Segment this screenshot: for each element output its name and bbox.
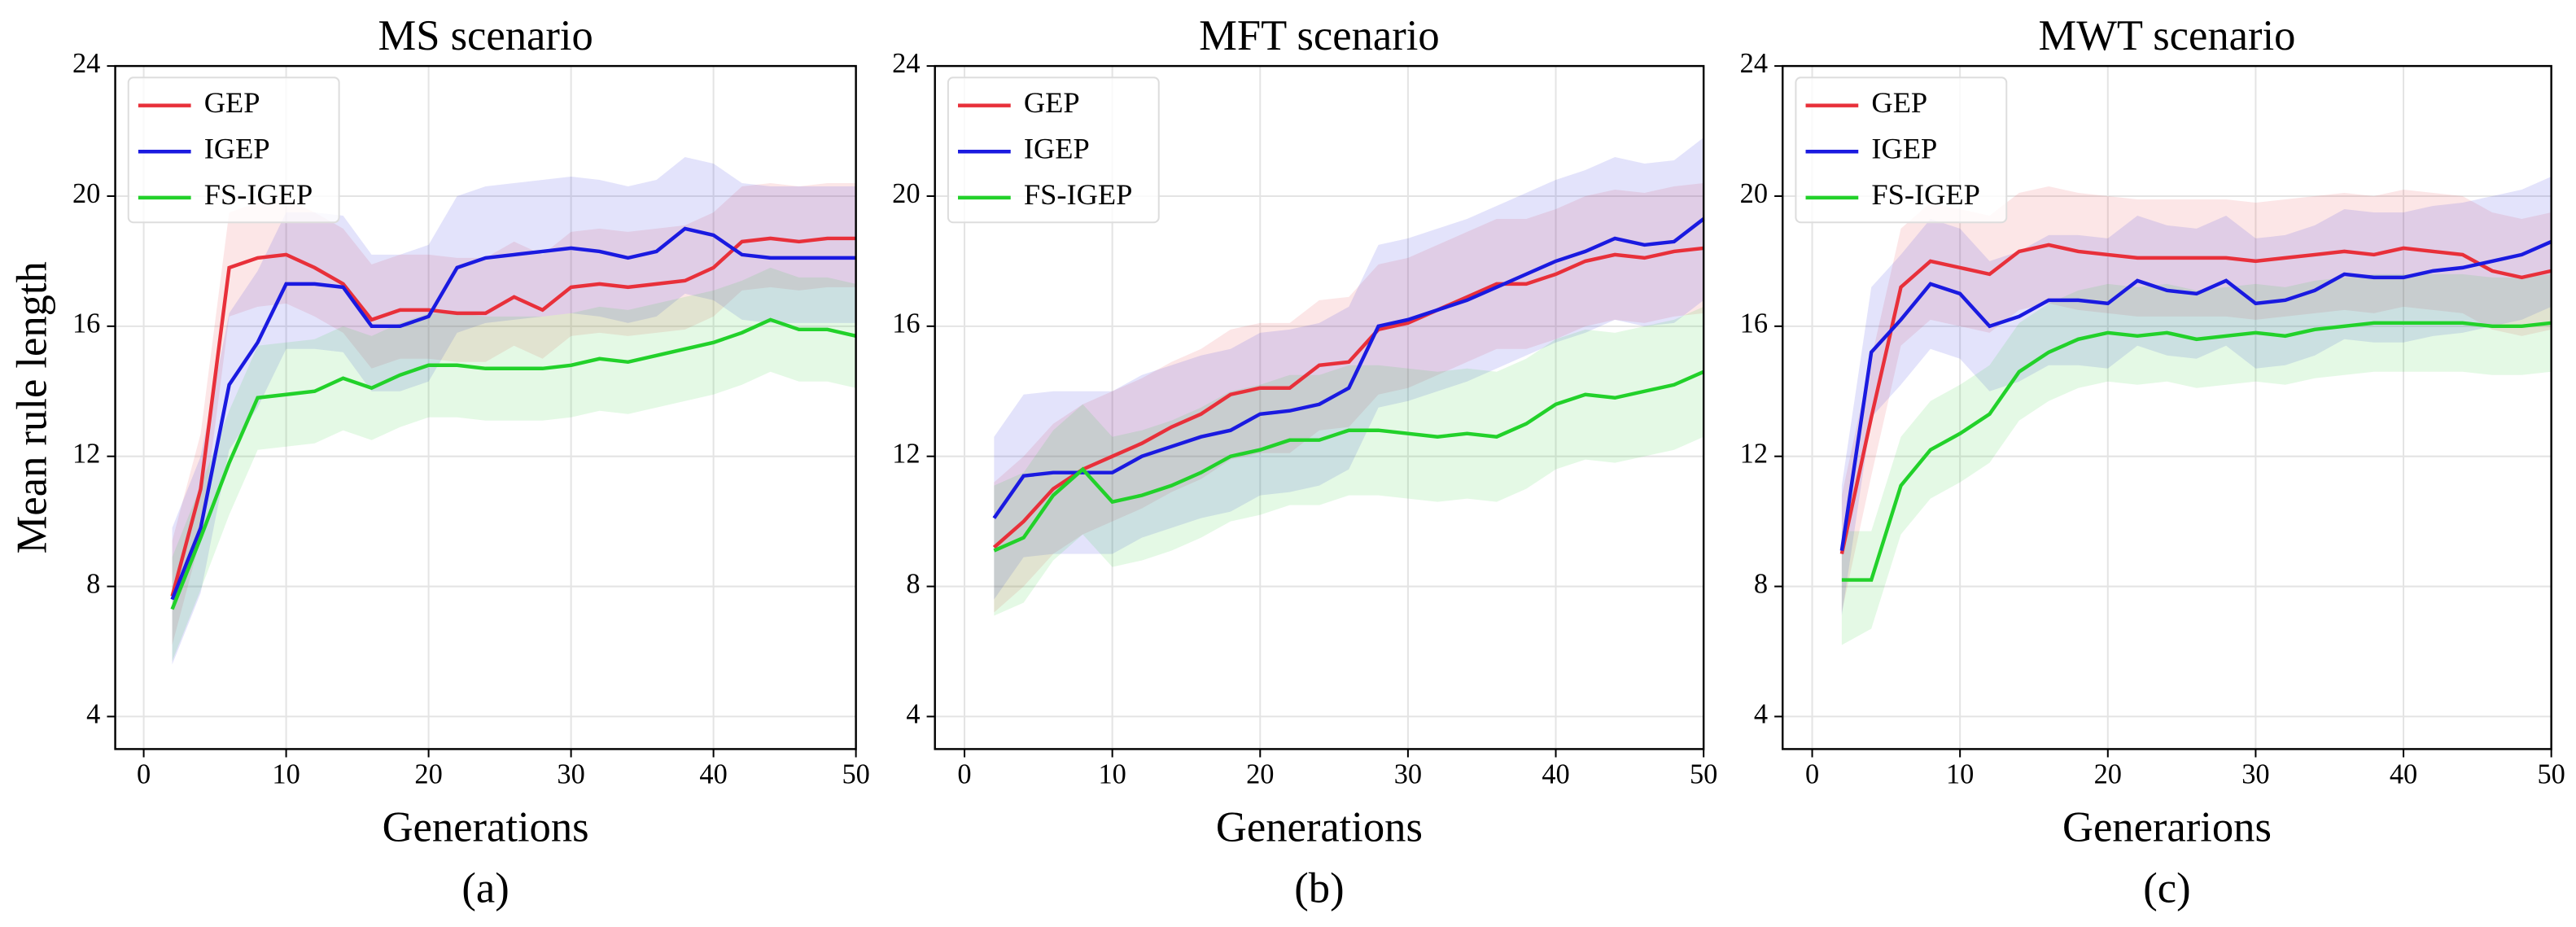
x-tick-label: 20 [414,759,442,790]
legend-label: IGEP [1024,133,1090,165]
band [172,182,856,645]
chart-title: MS scenario [378,12,593,59]
y-tick-label: 8 [1754,568,1768,599]
band [1841,273,2552,645]
subtitle: (a) [461,864,509,912]
y-tick-label: 24 [892,48,920,79]
plot-frame [934,64,1705,750]
y-tick-label: 4 [1754,698,1768,729]
subtitle: (c) [2143,864,2190,912]
y-axis-label: Mean rule length [9,261,56,553]
y-tick-label: 12 [72,439,100,470]
x-tick-label: 40 [1542,759,1569,790]
series-line [1841,321,2552,582]
x-tick-label: 0 [957,759,971,790]
legend-label: IGEP [1871,133,1937,165]
x-axis-label: Generations [1216,804,1423,851]
legend-label: FS-IGEP [1871,178,1979,211]
x-tick-label: 10 [1946,759,1974,790]
x-tick-label: 0 [1805,759,1819,790]
band [1841,186,2552,613]
legend-label: FS-IGEP [204,178,313,211]
x-tick-label: 40 [699,759,727,790]
x-axis-label: Generarions [2062,804,2272,851]
y-tick-label: 20 [1740,178,1768,209]
plot-frame [1782,64,2552,750]
x-tick-label: 20 [1246,759,1274,790]
x-tick-label: 50 [842,759,869,790]
legend-label: GEP [204,86,260,119]
series-line [170,317,857,610]
legend-box [127,77,340,224]
y-tick-label: 20 [892,178,920,209]
panel: 4 8 12 16 20 24 0 10 20 30 40 50 GEP IGEP FS-IGEP MFT s… [892,12,1717,912]
panel: 4 8 12 16 20 24 0 10 20 30 40 50 GEP IGEP FS-IGEP MWT s… [1740,12,2565,912]
series-line [993,369,1705,553]
y-tick-label: 20 [72,178,100,209]
legend-label: FS-IGEP [1024,178,1132,211]
subtitle: (b) [1294,864,1344,912]
y-tick-label: 8 [906,568,920,599]
legend-label: GEP [1024,86,1080,119]
x-tick-label: 50 [2537,759,2565,790]
legend-label: IGEP [204,133,270,165]
legend: GEP IGEP FS-IGEP [127,77,340,224]
y-tick-label: 8 [86,568,100,599]
series-line [1839,243,2552,555]
y-tick-label: 24 [72,48,100,79]
band [172,267,856,662]
series-line [170,236,856,597]
band [994,306,1704,616]
y-tick-label: 12 [892,439,920,470]
x-tick-label: 20 [2094,759,2122,790]
x-tick-label: 10 [272,759,300,790]
legend-box [1795,77,2008,224]
x-axis-label: Generations [383,804,589,851]
legend: GEP IGEP FS-IGEP [947,77,1160,224]
y-tick-label: 16 [892,308,920,339]
y-tick-label: 16 [72,308,100,339]
x-tick-label: 0 [137,759,151,790]
series-line [1839,239,2552,551]
x-tick-label: 30 [557,759,584,790]
chart-title: MFT scenario [1199,12,1439,59]
band [1841,176,2552,616]
x-tick-label: 40 [2390,759,2417,790]
y-tick-label: 24 [1740,48,1768,79]
legend-box [947,77,1160,224]
x-tick-label: 30 [2241,759,2269,790]
legend: GEP IGEP FS-IGEP [1795,77,2008,224]
y-tick-label: 4 [86,698,100,729]
series-line [992,246,1704,549]
plot-frame [114,64,857,750]
x-tick-label: 30 [1394,759,1422,790]
series-line [992,217,1705,519]
series-line [170,226,856,601]
y-tick-label: 16 [1740,308,1768,339]
band [994,182,1704,613]
x-tick-label: 50 [1690,759,1717,790]
y-tick-label: 12 [1740,439,1768,470]
legend-label: GEP [1871,86,1927,119]
y-tick-label: 4 [906,698,920,729]
panel: 4 8 12 16 20 24 0 10 20 30 40 50 GEP IGEP FS-IGEP MS sc… [9,12,870,912]
chart-title: MWT scenario [2039,12,2296,59]
x-tick-label: 10 [1098,759,1126,790]
